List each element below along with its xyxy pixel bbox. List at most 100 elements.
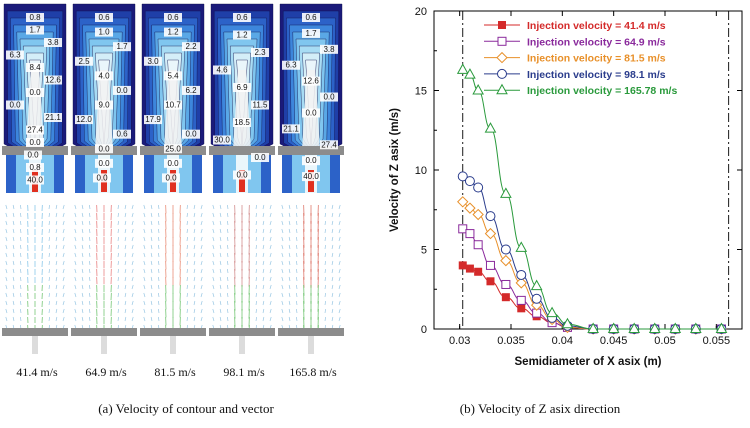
velocity-vector <box>194 213 195 217</box>
velocity-vector <box>132 253 133 257</box>
contour-value-label: 0.0 <box>116 86 128 95</box>
velocity-vector <box>132 245 133 249</box>
velocity-vector <box>220 309 221 313</box>
velocity-vector <box>282 205 283 209</box>
velocity-vector <box>144 221 145 225</box>
velocity-vector <box>132 221 133 225</box>
nozzle-band-lower <box>71 328 137 336</box>
velocity-vector <box>75 213 76 217</box>
nozzle-band-lower <box>140 328 206 336</box>
velocity-vector <box>63 269 64 273</box>
velocity-vector <box>49 205 50 209</box>
velocity-vector <box>256 261 257 265</box>
velocity-vector <box>49 221 50 225</box>
velocity-vector <box>56 253 57 257</box>
velocity-vector <box>187 309 188 313</box>
velocity-vector <box>82 317 83 321</box>
velocity-vector <box>132 317 133 321</box>
velocity-vector <box>118 269 119 273</box>
velocity-vector <box>296 245 297 249</box>
velocity-vector <box>49 309 50 313</box>
velocity-vector <box>220 301 221 305</box>
legend-marker <box>498 21 506 29</box>
contour-value-label: 9.0 <box>98 101 110 110</box>
velocity-vector <box>339 237 340 241</box>
velocity-vector <box>194 301 195 305</box>
velocity-vector <box>201 285 202 289</box>
data-point <box>486 277 494 285</box>
velocity-vector <box>270 309 271 313</box>
velocity-vector <box>213 277 214 281</box>
velocity-vector <box>263 285 264 289</box>
contour-value-label: 11.5 <box>253 101 269 110</box>
velocity-vector <box>82 285 83 289</box>
contour-value-label: 4.6 <box>216 66 228 75</box>
velocity-vector <box>63 293 64 297</box>
column-velocity-label: 81.5 m/s <box>154 365 196 379</box>
velocity-vector <box>118 205 119 209</box>
contour-value-label: 1.7 <box>29 26 41 35</box>
velocity-vector <box>82 229 83 233</box>
velocity-vector <box>125 293 126 297</box>
velocity-vector <box>13 301 14 305</box>
velocity-vector <box>118 293 119 297</box>
velocity-vector <box>263 213 264 217</box>
velocity-vector <box>6 293 7 297</box>
velocity-vector <box>20 205 21 209</box>
velocity-vector <box>125 253 126 257</box>
velocity-vector <box>89 221 90 225</box>
velocity-vector <box>118 285 119 289</box>
nozzle-band-lower <box>2 328 68 336</box>
velocity-vector <box>118 213 119 217</box>
velocity-vector <box>227 277 228 281</box>
velocity-vector <box>158 253 159 257</box>
contour-value-label: 0.8 <box>29 163 41 172</box>
velocity-vector <box>187 229 188 233</box>
velocity-vector <box>75 245 76 249</box>
velocity-vector <box>49 285 50 289</box>
velocity-vector <box>263 277 264 281</box>
legend-label: Injection velocity = 64.9 m/s <box>527 36 666 48</box>
velocity-vector <box>220 285 221 289</box>
velocity-vector <box>289 269 290 273</box>
velocity-vector <box>63 317 64 321</box>
column-velocity-label: 98.1 m/s <box>223 365 265 379</box>
velocity-vector <box>49 277 50 281</box>
velocity-vector <box>6 317 7 321</box>
velocity-vector <box>6 221 7 225</box>
velocity-vector <box>125 277 126 281</box>
velocity-vector <box>325 277 326 281</box>
velocity-vector <box>75 317 76 321</box>
velocity-vector <box>339 317 340 321</box>
velocity-vector <box>144 277 145 281</box>
data-point <box>517 270 526 279</box>
velocity-vector <box>118 253 119 257</box>
velocity-vector <box>282 253 283 257</box>
velocity-vector <box>118 221 119 225</box>
velocity-vector <box>132 293 133 297</box>
velocity-vector <box>289 229 290 233</box>
velocity-vector <box>256 253 257 257</box>
velocity-vector <box>289 309 290 313</box>
velocity-vector <box>256 221 257 225</box>
velocity-vector <box>158 269 159 273</box>
velocity-vector <box>75 253 76 257</box>
velocity-vector <box>263 245 264 249</box>
velocity-vector <box>213 221 214 225</box>
velocity-vector <box>213 253 214 257</box>
velocity-vector <box>187 277 188 281</box>
velocity-vector <box>132 229 133 233</box>
velocity-vector <box>56 309 57 313</box>
velocity-vector <box>187 269 188 273</box>
x-tick-label: 0.035 <box>497 335 525 347</box>
velocity-vector <box>282 269 283 273</box>
velocity-vector <box>118 237 119 241</box>
velocity-vector <box>339 213 340 217</box>
velocity-vector <box>125 309 126 313</box>
velocity-vector <box>158 277 159 281</box>
velocity-vector <box>339 293 340 297</box>
velocity-vector <box>63 253 64 257</box>
velocity-vector <box>144 245 145 249</box>
velocity-vector <box>227 269 228 273</box>
